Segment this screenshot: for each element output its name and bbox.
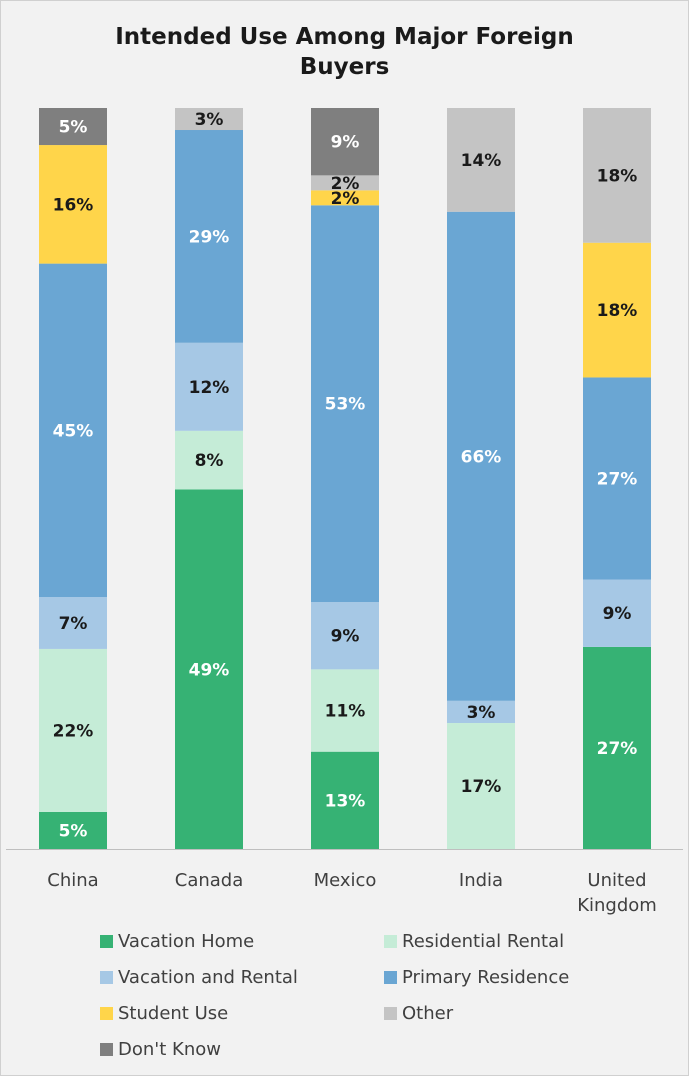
bar-segment: [583, 108, 651, 243]
legend-swatch: [100, 1042, 113, 1056]
bar-segment: [39, 597, 107, 649]
bar-segment: [447, 211, 515, 701]
legend-item: Residential Rental: [384, 930, 660, 952]
data-label: 66%: [461, 447, 502, 467]
data-label: 53%: [325, 395, 366, 415]
bar-segment: [583, 646, 651, 849]
legend-label: Residential Rental: [402, 930, 565, 952]
x-tick-label: Kingdom: [577, 895, 657, 916]
data-label: 12%: [189, 378, 230, 398]
legend-label: Primary Residence: [402, 966, 570, 988]
legend-item: Student Use: [100, 1002, 384, 1024]
bar-segment: [311, 669, 379, 752]
bar-segment: [447, 108, 515, 212]
legend-swatch: [100, 970, 113, 984]
data-label: 9%: [331, 133, 360, 153]
x-tick-label: China: [47, 870, 98, 891]
x-tick-label: United: [587, 870, 646, 891]
x-tick-label: Canada: [175, 870, 244, 891]
legend-swatch: [100, 934, 113, 948]
bar-segment: [39, 811, 107, 849]
bar-segment: [311, 205, 379, 602]
data-label: 11%: [325, 702, 366, 722]
bar-segment: [39, 648, 107, 812]
x-tick-label: Mexico: [314, 870, 377, 891]
data-label: 45%: [53, 421, 94, 441]
legend-item: Other: [384, 1002, 660, 1024]
bar-segment: [583, 377, 651, 580]
bar-segment: [175, 430, 243, 490]
data-label: 27%: [597, 470, 638, 490]
legend-label: Other: [402, 1002, 454, 1024]
data-label: 2%: [331, 174, 360, 194]
bar-segment: [39, 145, 107, 264]
bar-segment: [175, 130, 243, 343]
bar-segment: [175, 489, 243, 849]
bar-segment: [39, 263, 107, 598]
x-tick-labels-group: China Canada Mexico India United Kingdom: [47, 870, 657, 916]
legend: Vacation Home Residential Rental Vacation …: [100, 930, 660, 1060]
data-label: 18%: [597, 301, 638, 321]
data-label: 7%: [59, 614, 88, 634]
data-labels-group: 5% 22% 7% 45% 16% 5% 49% 8% 12% 29% 3% 13% 11% 9% 53% 2…: [53, 110, 638, 841]
bar-segment: [583, 579, 651, 647]
data-label: 3%: [467, 703, 496, 723]
data-label: 49%: [189, 660, 230, 680]
bar-segment: [175, 342, 243, 431]
legend-label: Vacation and Rental: [118, 966, 298, 988]
legend-item: Vacation and Rental: [100, 966, 384, 988]
bar-segment: [311, 602, 379, 670]
legend-swatch: [384, 934, 397, 948]
bar-segment: [583, 242, 651, 378]
bar-segment: [311, 108, 379, 176]
legend-swatch: [100, 1006, 113, 1020]
data-label: 17%: [461, 777, 502, 797]
legend-item: Don't Know: [100, 1038, 384, 1060]
chart-title: Intended Use Among Major Foreign Buyers: [115, 24, 574, 80]
legend-swatch: [384, 970, 397, 984]
bar-segment: [39, 108, 107, 146]
legend-label: Vacation Home: [118, 930, 255, 952]
bar-segment: [311, 190, 379, 206]
bar-segment: [311, 175, 379, 191]
legend-label: Don't Know: [118, 1038, 221, 1060]
legend-label: Student Use: [118, 1002, 229, 1024]
data-label: 5%: [59, 118, 88, 138]
data-label: 16%: [53, 195, 94, 215]
data-label: 5%: [59, 821, 88, 841]
legend-item: Vacation Home: [100, 930, 384, 952]
legend-item: Primary Residence: [384, 966, 660, 988]
data-label: 29%: [189, 227, 230, 247]
data-label: 18%: [597, 166, 638, 186]
bar-segment: [175, 108, 243, 131]
data-label: 22%: [53, 721, 94, 741]
data-label: 3%: [195, 110, 224, 130]
bars-group: [39, 108, 651, 849]
bar-segment: [447, 700, 515, 724]
bar-segment: [311, 751, 379, 849]
data-label: 14%: [461, 151, 502, 171]
legend-swatch: [384, 1006, 397, 1020]
data-label: 9%: [331, 627, 360, 647]
bar-segment: [447, 723, 515, 849]
data-label: 8%: [195, 451, 224, 471]
data-label: 9%: [603, 604, 632, 624]
data-label: 2%: [331, 189, 360, 209]
data-label: 27%: [597, 739, 638, 759]
x-tick-label: India: [459, 870, 503, 891]
data-label: 13%: [325, 791, 366, 811]
